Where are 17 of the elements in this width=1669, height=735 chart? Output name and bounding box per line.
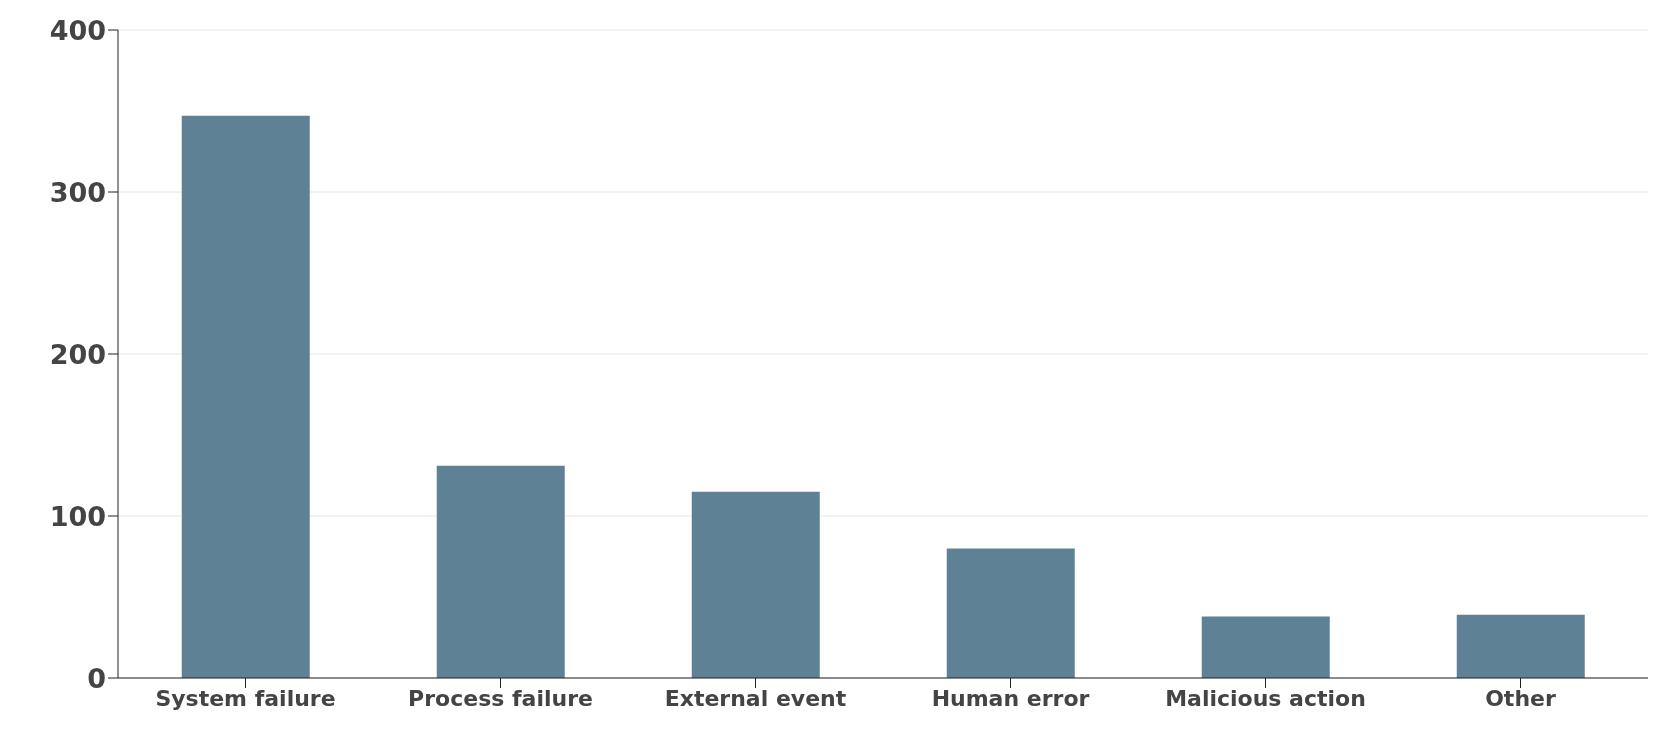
x-tick-label: Human error <box>931 685 1090 711</box>
bar <box>436 465 565 678</box>
y-tick-label: 300 <box>49 176 106 208</box>
x-tick-label: Malicious action <box>1165 685 1366 711</box>
y-tick-label: 0 <box>87 662 106 694</box>
x-tick-label: Other <box>1485 685 1556 711</box>
y-tick-label: 400 <box>49 14 106 46</box>
bar <box>1456 614 1585 678</box>
x-tick-label: System failure <box>155 685 336 711</box>
bar <box>1201 616 1330 678</box>
x-tick-label: Process failure <box>408 685 593 711</box>
y-tick-label: 200 <box>49 338 106 370</box>
bar <box>691 491 820 678</box>
y-tick-label: 100 <box>49 500 106 532</box>
x-tick-label: External event <box>664 685 847 711</box>
bar <box>181 115 310 678</box>
bar <box>946 548 1075 678</box>
